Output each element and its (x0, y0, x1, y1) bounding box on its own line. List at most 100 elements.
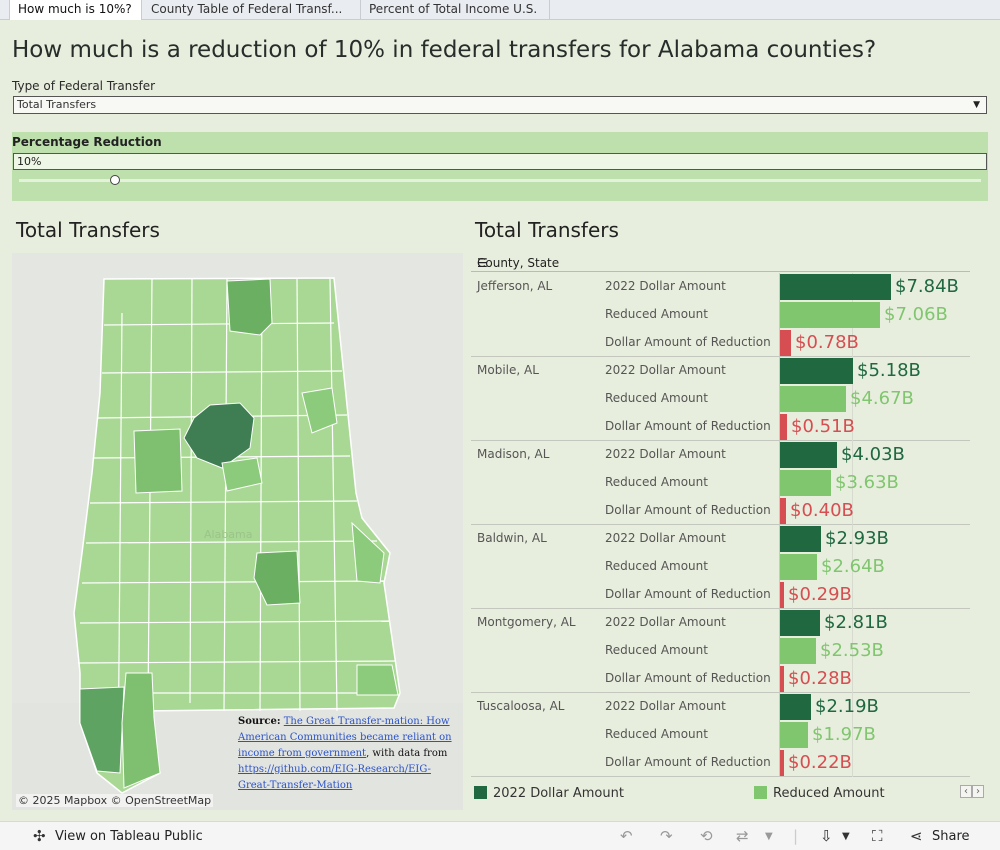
value-label-reduction: $0.29B (788, 584, 852, 605)
grid-line (852, 357, 853, 441)
bar-2022-amount[interactable] (780, 526, 821, 552)
bar-reduction-amount[interactable] (780, 498, 786, 524)
bar-reduced-amount[interactable] (780, 302, 880, 328)
bar-reduction-amount[interactable] (780, 582, 784, 608)
county-mobile[interactable] (79, 686, 125, 774)
legend-swatch-original (474, 786, 487, 799)
bar-reduction-amount[interactable] (780, 414, 787, 440)
bar-zone: $5.18B $4.67B $0.51B (779, 357, 969, 441)
bar-reduction-amount[interactable] (780, 750, 784, 776)
county-group[interactable]: Mobile, AL 2022 Dollar Amount Reduced Amou… (471, 357, 970, 441)
map-source-note: Source: The Great Transfer-mation: How A… (238, 714, 458, 794)
value-label-2022: $2.81B (824, 612, 888, 633)
value-label-reduction: $0.40B (790, 500, 854, 521)
refresh-icon[interactable]: ⇄ (736, 827, 749, 845)
county-madison[interactable] (226, 278, 273, 336)
source-label: Source: (238, 716, 281, 727)
county-calhoun[interactable] (301, 387, 338, 434)
bar-2022-amount[interactable] (780, 358, 853, 384)
grid-line (852, 525, 853, 609)
value-label-2022: $4.03B (841, 444, 905, 465)
county-tuscaloosa[interactable] (133, 428, 183, 494)
value-label-reduction: $0.22B (788, 752, 852, 773)
download-icon[interactable]: ⇩ (820, 827, 833, 845)
download-dropdown-icon[interactable]: ▼ (842, 831, 850, 842)
county-houston[interactable] (356, 664, 399, 696)
county-shelby[interactable] (221, 457, 263, 492)
county-group[interactable]: Madison, AL 2022 Dollar Amount Reduced Amo… (471, 441, 970, 525)
alabama-county-map[interactable]: Alabama Source: The Great Transfer-matio… (12, 253, 463, 810)
redo-icon[interactable]: ↷ (660, 827, 673, 845)
county-group[interactable]: Tuscaloosa, AL 2022 Dollar Amount Reduced … (471, 693, 970, 777)
share-button[interactable]: Share (932, 829, 970, 844)
county-group[interactable]: Montgomery, AL 2022 Dollar Amount Reduced … (471, 609, 970, 693)
measure-label: Dollar Amount of Reduction (605, 671, 771, 685)
tab-how-much[interactable]: How much is 10%? (9, 0, 142, 20)
fullscreen-icon[interactable]: ⛶ (872, 827, 883, 845)
value-label-2022: $7.84B (895, 276, 959, 297)
chevron-down-icon[interactable]: ▼ (973, 100, 980, 110)
source-link[interactable]: The Great Transfer-mation: How American … (238, 716, 452, 759)
share-icon[interactable]: ⋖ (910, 827, 923, 845)
tab-county-table[interactable]: County Table of Federal Transf... (143, 0, 361, 20)
map-svg[interactable]: Alabama (12, 253, 463, 810)
bar-reduced-amount[interactable] (780, 386, 846, 412)
value-label-reduction: $0.28B (788, 668, 852, 689)
chevron-right-icon[interactable]: › (972, 785, 984, 798)
tableau-toolbar: ✣ View on Tableau Public ↶ ↷ ⟲ ⇄ ▼ | ⇩ ▼… (0, 821, 1000, 850)
bar-zone: $2.93B $2.64B $0.29B (779, 525, 969, 609)
bar-zone: $7.84B $7.06B $0.78B (779, 273, 969, 357)
sort-icon[interactable]: ☰ (477, 256, 488, 270)
undo-icon[interactable]: ↶ (620, 827, 633, 845)
slider-thumb[interactable] (110, 175, 121, 185)
value-label-2022: $2.19B (815, 696, 879, 717)
measure-label: 2022 Dollar Amount (605, 363, 726, 377)
bar-reduced-amount[interactable] (780, 470, 831, 496)
bar-2022-amount[interactable] (780, 274, 891, 300)
value-label-reduced: $2.53B (820, 640, 884, 661)
transfer-type-dropdown[interactable]: Total Transfers ▼ (13, 96, 987, 114)
map-attribution[interactable]: © 2025 Mapbox © OpenStreetMap (16, 794, 214, 807)
measure-label: Reduced Amount (605, 475, 708, 489)
map-title: Total Transfers (16, 218, 160, 242)
tab-percent-total-income[interactable]: Percent of Total Income U.S. (361, 0, 550, 20)
legend-pager[interactable]: ‹ › (960, 785, 986, 799)
bar-2022-amount[interactable] (780, 442, 837, 468)
county-label: Jefferson, AL (477, 279, 553, 293)
bar-reduced-amount[interactable] (780, 638, 816, 664)
refresh-dropdown-icon[interactable]: ▼ (765, 831, 773, 842)
measure-label: 2022 Dollar Amount (605, 279, 726, 293)
chart-header: County, State ☰ (471, 253, 970, 272)
slider-track[interactable] (19, 179, 981, 182)
source-url-link[interactable]: https://github.com/EIG-Research/EIG-Grea… (238, 764, 431, 791)
revert-icon[interactable]: ⟲ (700, 827, 713, 845)
view-on-tableau-link[interactable]: View on Tableau Public (55, 829, 203, 844)
chevron-left-icon[interactable]: ‹ (960, 785, 972, 798)
bar-reduced-amount[interactable] (780, 722, 808, 748)
county-group[interactable]: Baldwin, AL 2022 Dollar Amount Reduced Amo… (471, 525, 970, 609)
transfers-bar-chart[interactable]: County, State ☰ Jefferson, AL 2022 Dollar… (471, 253, 970, 793)
bar-reduced-amount[interactable] (780, 554, 817, 580)
county-group[interactable]: Jefferson, AL 2022 Dollar Amount Reduced A… (471, 273, 970, 357)
county-lee[interactable] (351, 521, 385, 584)
percentage-reduction-input[interactable]: 10% (13, 153, 987, 170)
county-montgomery[interactable] (253, 550, 301, 606)
measure-label: 2022 Dollar Amount (605, 615, 726, 629)
county-jefferson[interactable] (183, 402, 255, 469)
value-label-reduced: $1.97B (812, 724, 876, 745)
county-label: Montgomery, AL (477, 615, 576, 629)
bar-reduction-amount[interactable] (780, 666, 784, 692)
value-label-reduction: $0.51B (791, 416, 855, 437)
value-label-reduction: $0.78B (795, 332, 859, 353)
grid-line (852, 609, 853, 693)
measure-label: Dollar Amount of Reduction (605, 755, 771, 769)
bar-2022-amount[interactable] (780, 694, 811, 720)
measure-label: 2022 Dollar Amount (605, 531, 726, 545)
legend-label-reduced: Reduced Amount (773, 786, 885, 801)
bar-reduction-amount[interactable] (780, 330, 791, 356)
county-baldwin[interactable] (121, 672, 161, 789)
legend-item-original: 2022 Dollar Amount (474, 786, 624, 801)
legend-swatch-reduced (754, 786, 767, 799)
measure-label: 2022 Dollar Amount (605, 447, 726, 461)
bar-2022-amount[interactable] (780, 610, 820, 636)
